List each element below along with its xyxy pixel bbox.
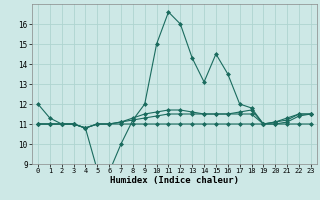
X-axis label: Humidex (Indice chaleur): Humidex (Indice chaleur): [110, 176, 239, 185]
